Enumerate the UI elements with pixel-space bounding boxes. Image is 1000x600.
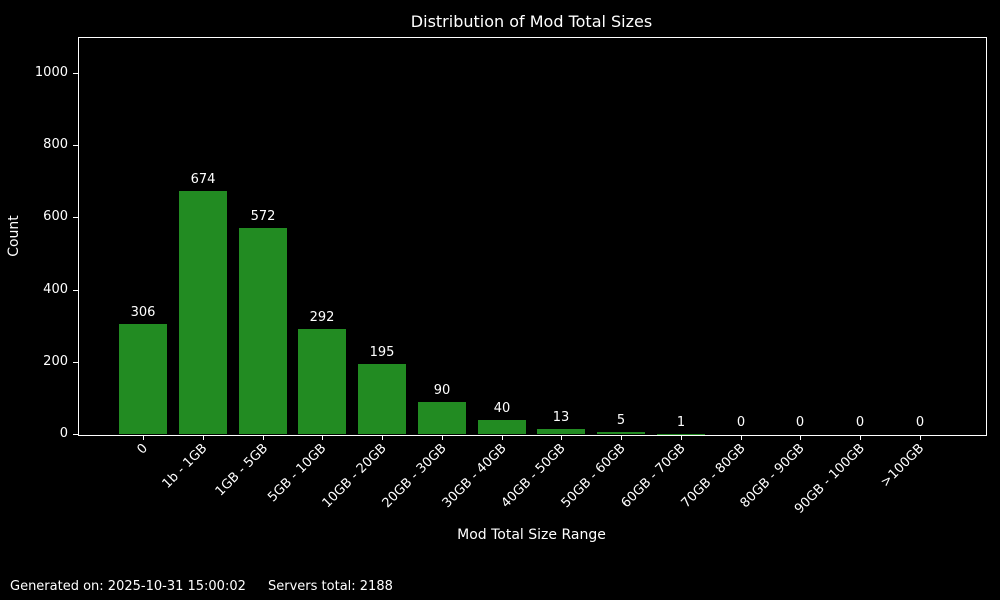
bar [478, 419, 526, 434]
bar [179, 190, 227, 434]
chart-footer: Generated on: 2025-10-31 15:00:02 Server… [10, 579, 393, 594]
bar-value-label: 0 [795, 415, 805, 430]
bar-value-label: 292 [309, 310, 335, 325]
bar [537, 429, 585, 434]
y-tick-mark [73, 434, 78, 435]
x-tick-mark [442, 435, 443, 440]
x-tick-mark [203, 435, 204, 440]
bar-value-label: 40 [493, 401, 511, 416]
servers-total: Servers total: 2188 [268, 579, 393, 594]
x-tick-mark [561, 435, 562, 440]
x-tick-mark [621, 435, 622, 440]
x-tick-mark [502, 435, 503, 440]
y-tick-label: 200 [43, 354, 68, 369]
chart-title: Distribution of Mod Total Sizes [410, 12, 653, 31]
x-tick-label: 1GB - 5GB [212, 441, 271, 500]
bar-value-label: 306 [130, 305, 156, 320]
y-axis-title: Count [6, 215, 22, 257]
y-tick-mark [73, 217, 78, 218]
x-tick-mark [263, 435, 264, 440]
x-tick-label: 0 [134, 441, 151, 458]
y-tick-mark [73, 290, 78, 291]
y-tick-label: 1000 [34, 65, 68, 80]
plot-area [78, 37, 987, 436]
bar-value-label: 674 [190, 172, 216, 187]
bar [597, 432, 645, 434]
bar [418, 401, 466, 434]
x-axis-title: Mod Total Size Range [457, 527, 606, 543]
bar-value-label: 0 [915, 415, 925, 430]
x-tick-mark [322, 435, 323, 440]
bar [119, 323, 167, 434]
bar [298, 328, 346, 434]
y-tick-label: 600 [43, 209, 68, 224]
x-tick-label: >100GB [878, 441, 928, 491]
bar-value-label: 13 [552, 410, 570, 425]
x-tick-label: 5GB - 10GB [265, 441, 330, 506]
bar-value-label: 572 [250, 209, 276, 224]
bar-value-label: 90 [433, 383, 451, 398]
x-tick-mark [860, 435, 861, 440]
bar [239, 227, 287, 434]
y-tick-mark [73, 73, 78, 74]
x-tick-mark [382, 435, 383, 440]
x-tick-mark [681, 435, 682, 440]
y-tick-label: 0 [59, 426, 68, 441]
x-tick-mark [143, 435, 144, 440]
x-tick-mark [920, 435, 921, 440]
bar-value-label: 195 [369, 345, 395, 360]
bar-value-label: 5 [616, 413, 626, 428]
bar-value-label: 0 [855, 415, 865, 430]
y-tick-label: 400 [43, 282, 68, 297]
x-tick-mark [741, 435, 742, 440]
x-tick-label: 1b - 1GB [159, 441, 211, 492]
y-tick-mark [73, 362, 78, 363]
bar-value-label: 1 [676, 415, 686, 430]
bar [358, 363, 406, 434]
x-tick-mark [800, 435, 801, 440]
generated-timestamp: Generated on: 2025-10-31 15:00:02 [10, 579, 246, 594]
bar-value-label: 0 [736, 415, 746, 430]
y-tick-label: 800 [43, 137, 68, 152]
y-tick-mark [73, 145, 78, 146]
